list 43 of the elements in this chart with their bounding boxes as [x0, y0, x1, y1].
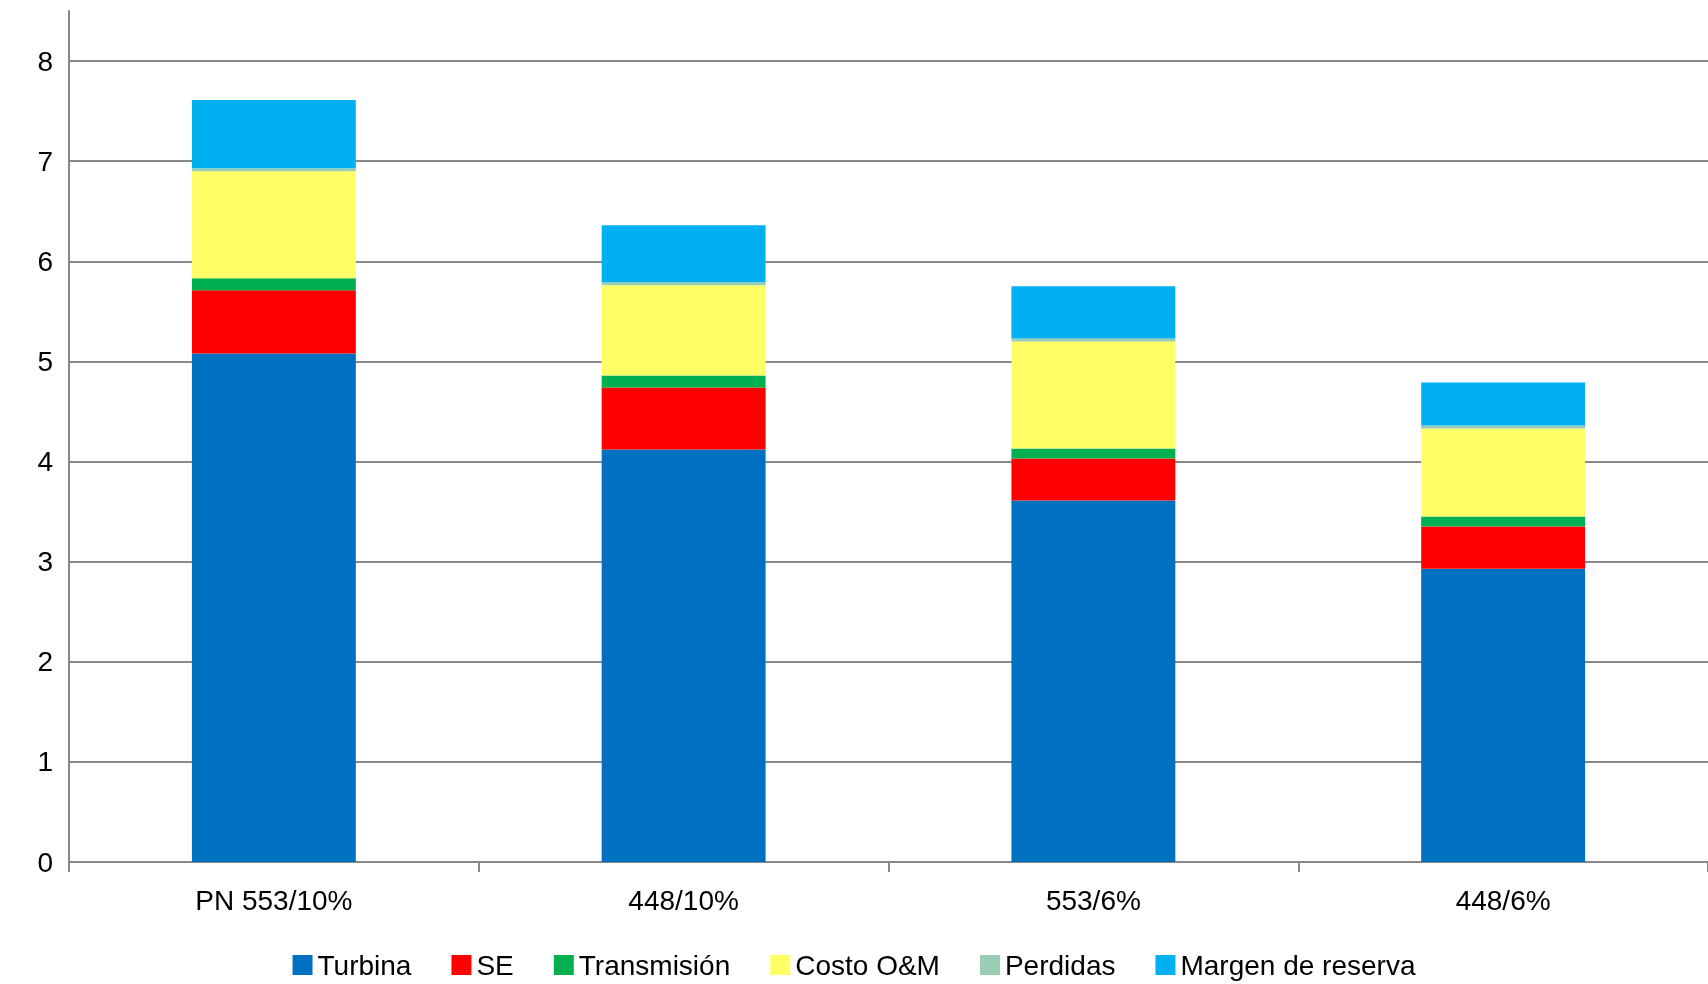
bar — [1421, 516, 1586, 527]
bar — [1011, 458, 1176, 501]
legend-label: Turbina — [317, 949, 412, 981]
legend-label: Costo O&M — [795, 949, 940, 981]
y-tick-label: 0 — [37, 846, 53, 878]
y-tick-label: 6 — [37, 245, 53, 277]
y-tick-label: 1 — [37, 746, 53, 778]
y-tick-label: 4 — [37, 446, 53, 478]
bar — [601, 282, 766, 286]
bar — [601, 225, 766, 283]
bar — [601, 375, 766, 388]
legend-label: Margen de reserva — [1180, 949, 1416, 981]
bar — [1011, 286, 1176, 339]
y-tick-label: 3 — [37, 546, 53, 578]
bar — [1011, 448, 1176, 459]
bar — [1011, 338, 1176, 342]
y-tick-label: 7 — [37, 145, 53, 177]
bar — [1011, 341, 1176, 449]
bar — [191, 278, 356, 291]
x-tick-label: 448/6% — [1455, 884, 1551, 916]
x-tick-label: 553/6% — [1045, 884, 1141, 916]
bar — [191, 353, 356, 862]
bar — [191, 100, 356, 169]
bar — [1421, 428, 1586, 517]
legend-label: SE — [476, 949, 514, 981]
legend-label: Perdidas — [1004, 949, 1116, 981]
y-tick-label: 8 — [37, 45, 53, 77]
x-tick-label: PN 553/10% — [195, 884, 353, 916]
bar — [601, 285, 766, 376]
bar — [601, 387, 766, 450]
bar — [191, 171, 356, 279]
bar — [1421, 382, 1586, 426]
bar — [1011, 500, 1176, 862]
bar — [1421, 526, 1586, 569]
legend-label: Transmisión — [578, 949, 731, 981]
bar — [1421, 425, 1586, 429]
y-tick-label: 5 — [37, 345, 53, 377]
bar — [191, 290, 356, 354]
bar — [1421, 568, 1586, 862]
bar — [191, 168, 356, 172]
bar — [601, 449, 766, 862]
x-tick-label: 448/10% — [628, 884, 739, 916]
y-tick-label: 2 — [37, 646, 53, 678]
